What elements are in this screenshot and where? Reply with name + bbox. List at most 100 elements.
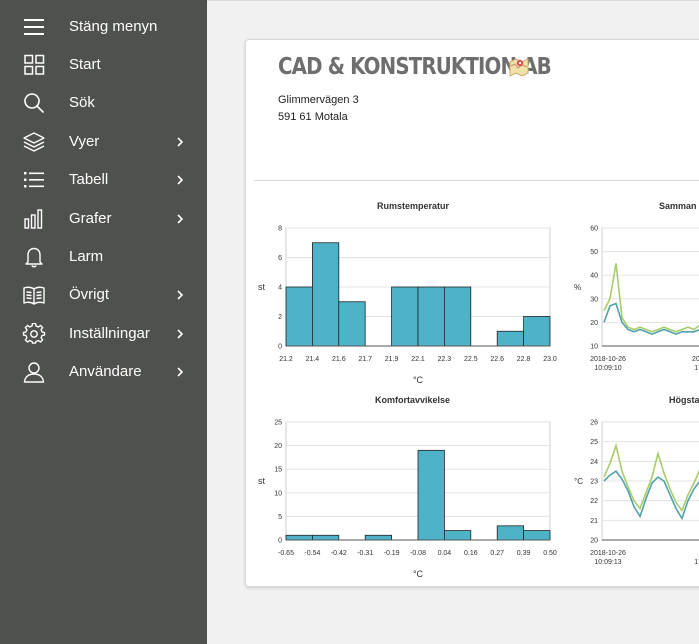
chevron-right-icon: [177, 290, 184, 300]
sidebar-item-views[interactable]: Vyer: [0, 123, 207, 161]
chart-title-comfort-deviation: Komfortavvikelse: [375, 395, 451, 405]
sidebar-item-alarms[interactable]: Larm: [0, 238, 207, 276]
chart-comfort-deviation: 0 5 10 15 20 25 -0.65 -0.54 -0.42 -0.31 -0.19 -0.08…: [258, 420, 557, 580]
histogram-bar: [523, 316, 551, 347]
sidebar-item-other[interactable]: Övrigt: [0, 276, 207, 314]
sidebar-item-search[interactable]: Sök: [0, 84, 207, 122]
sidebar: Stäng menyn Start Sök Vyer Tabell Grafer…: [0, 0, 207, 644]
search-icon: [24, 93, 45, 114]
histogram-bar: [364, 534, 392, 541]
x-tick-time: 17:2: [694, 559, 699, 566]
y-tick-label: 4: [278, 285, 282, 292]
y-tick-label: 22: [590, 498, 598, 505]
y-tick-label: 30: [590, 296, 598, 303]
series-line: [603, 470, 699, 521]
bell-icon: [25, 247, 43, 268]
chart-title-summary: Samman: [659, 201, 697, 211]
chevron-right-icon: [177, 175, 184, 185]
y-tick-label: 0: [278, 344, 282, 351]
histogram-bar: [496, 525, 524, 541]
x-tick-label: 21.6: [332, 356, 346, 363]
histogram-bar: [417, 449, 445, 541]
y-tick-label: 40: [590, 273, 598, 280]
sidebar-item-label: Övrigt: [69, 286, 110, 303]
x-tick-label: 21.2: [279, 356, 293, 363]
x-tick-label: 21.9: [385, 356, 399, 363]
y-tick-label: 8: [278, 226, 282, 233]
chevron-right-icon: [177, 367, 184, 377]
x-tick-label: 0.27: [490, 550, 504, 557]
histogram-bar: [496, 330, 524, 347]
card-divider: [254, 180, 699, 181]
sidebar-item-label: Användare: [69, 363, 142, 380]
histogram-bar: [285, 534, 313, 541]
map-icon[interactable]: [508, 57, 530, 77]
x-tick-time: 10:09:13: [594, 559, 621, 566]
x-tick-label: 22.3: [438, 356, 452, 363]
chart-room-temperature: 0 2 4 6 8 21.2 21.4 21.6 21.7 21.9 22.1 22.3 22.5 22.…: [258, 226, 557, 386]
histogram-bar: [443, 286, 472, 347]
x-tick-date: 2018-10-26: [590, 356, 626, 363]
sidebar-item-close-menu[interactable]: Stäng menyn: [0, 8, 207, 46]
sidebar-item-settings[interactable]: Inställningar: [0, 315, 207, 353]
y-tick-label: 25: [590, 439, 598, 446]
series-line: [603, 302, 699, 336]
y-tick-label: 24: [590, 459, 598, 466]
x-tick-label: -0.19: [384, 550, 400, 557]
x-tick-label: 0.04: [438, 550, 452, 557]
sidebar-item-label: Tabell: [69, 171, 109, 188]
sidebar-item-label: Stäng menyn: [69, 18, 158, 35]
y-tick-label: 5: [278, 514, 282, 521]
sidebar-item-table[interactable]: Tabell: [0, 161, 207, 199]
x-axis-label: °C: [413, 375, 424, 385]
top-divider: [207, 0, 699, 1]
chart-title-highest: Högsta: [669, 395, 699, 405]
x-axis-label: °C: [413, 569, 424, 579]
site-card: CAD & KONSTRUKTION AB Glimmervägen 3 591…: [245, 39, 699, 587]
y-tick-label: 26: [590, 420, 598, 427]
y-tick-label: 21: [590, 518, 598, 525]
sidebar-item-label: Grafer: [69, 210, 112, 227]
histogram-bar: [312, 242, 340, 347]
histogram-bar: [391, 286, 419, 347]
histogram-bar: [443, 530, 472, 541]
sidebar-item-start[interactable]: Start: [0, 46, 207, 84]
grid-icon: [24, 54, 45, 75]
series-line: [603, 442, 699, 513]
sidebar-item-label: Vyer: [69, 133, 100, 150]
x-tick-label: -0.31: [357, 550, 373, 557]
histogram-bar: [417, 286, 445, 347]
y-axis-label: st: [258, 282, 266, 292]
sidebar-item-graphs[interactable]: Grafer: [0, 200, 207, 238]
x-tick-label: 22.1: [411, 356, 425, 363]
company-name: CAD & KONSTRUKTION AB: [278, 54, 552, 80]
y-tick-label: 10: [274, 490, 282, 497]
y-tick-label: 23: [590, 479, 598, 486]
histogram-bar: [523, 530, 551, 541]
x-tick-label: -0.65: [278, 550, 294, 557]
histogram-bar: [338, 301, 366, 347]
address-street: Glimmervägen 3: [278, 94, 359, 106]
layers-icon: [23, 132, 45, 152]
x-tick-time: 17:2: [694, 365, 699, 372]
y-axis-label: st: [258, 476, 266, 486]
y-tick-label: 20: [274, 443, 282, 450]
main-content: CAD & KONSTRUKTION AB Glimmervägen 3 591…: [207, 0, 699, 644]
y-tick-label: 2: [278, 314, 282, 321]
chevron-right-icon: [177, 214, 184, 224]
x-tick-date: 2018-10-26: [590, 550, 626, 557]
y-tick-label: 25: [274, 420, 282, 427]
x-tick-time: 10:09:10: [594, 365, 621, 372]
x-tick-label: 0.50: [543, 550, 557, 557]
histogram-bar: [285, 286, 313, 347]
address-city: 591 61 Motala: [278, 111, 348, 123]
sidebar-item-users[interactable]: Användare: [0, 353, 207, 391]
y-tick-label: 50: [590, 249, 598, 256]
y-axis-label: %: [574, 283, 581, 292]
y-tick-label: 10: [590, 344, 598, 351]
x-tick-label: -0.54: [304, 550, 320, 557]
chevron-right-icon: [177, 137, 184, 147]
x-tick-label: 0.16: [464, 550, 478, 557]
x-tick-label: 21.4: [306, 356, 320, 363]
x-tick-label: 22.6: [490, 356, 504, 363]
